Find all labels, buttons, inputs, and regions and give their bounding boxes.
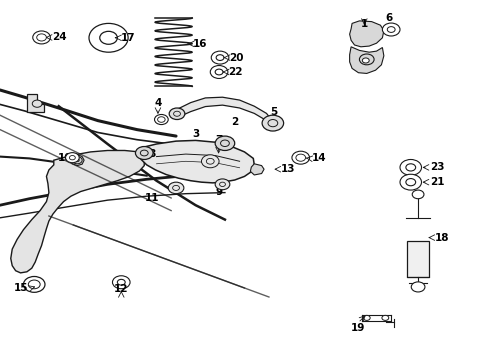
Text: 7: 7 <box>214 135 222 145</box>
FancyBboxPatch shape <box>407 241 428 277</box>
Text: 2: 2 <box>231 117 238 127</box>
Text: 13: 13 <box>281 164 295 174</box>
Text: 10: 10 <box>58 153 73 163</box>
Circle shape <box>89 23 128 52</box>
Circle shape <box>33 31 50 44</box>
Text: 15: 15 <box>14 283 29 293</box>
Text: 18: 18 <box>434 233 448 243</box>
Circle shape <box>23 276 45 292</box>
Text: 5: 5 <box>270 107 277 117</box>
Circle shape <box>291 151 309 164</box>
Circle shape <box>168 182 183 194</box>
Polygon shape <box>27 94 44 112</box>
Polygon shape <box>70 155 84 166</box>
Text: 16: 16 <box>192 39 207 49</box>
Circle shape <box>154 114 168 125</box>
Text: 6: 6 <box>385 13 391 23</box>
Polygon shape <box>349 21 383 47</box>
Circle shape <box>399 159 421 175</box>
Text: 24: 24 <box>52 32 66 42</box>
Text: 19: 19 <box>350 323 365 333</box>
Circle shape <box>410 282 424 292</box>
Text: 4: 4 <box>154 98 162 108</box>
Text: 8: 8 <box>148 149 155 159</box>
Circle shape <box>72 157 82 164</box>
Circle shape <box>215 179 229 190</box>
Circle shape <box>382 23 399 36</box>
Polygon shape <box>349 47 383 73</box>
Circle shape <box>201 155 219 168</box>
Circle shape <box>411 190 423 199</box>
Text: 22: 22 <box>228 67 243 77</box>
Circle shape <box>363 315 369 320</box>
Text: 23: 23 <box>429 162 444 172</box>
Circle shape <box>65 153 79 163</box>
Text: 9: 9 <box>215 186 222 197</box>
Circle shape <box>362 58 368 63</box>
Circle shape <box>399 174 421 190</box>
Circle shape <box>135 147 153 159</box>
Polygon shape <box>139 140 254 183</box>
Circle shape <box>169 108 184 120</box>
Text: 11: 11 <box>144 193 159 203</box>
Circle shape <box>32 100 42 107</box>
Text: 3: 3 <box>192 129 199 139</box>
Polygon shape <box>11 150 144 273</box>
Text: 21: 21 <box>429 177 444 187</box>
Text: 12: 12 <box>114 284 128 294</box>
Circle shape <box>359 54 373 65</box>
Text: 14: 14 <box>311 153 325 163</box>
Text: 20: 20 <box>229 53 244 63</box>
Circle shape <box>215 136 234 150</box>
Text: 1: 1 <box>360 19 367 30</box>
Circle shape <box>210 66 227 78</box>
Polygon shape <box>250 164 264 175</box>
Circle shape <box>381 315 388 320</box>
Circle shape <box>112 276 130 289</box>
Text: 17: 17 <box>120 33 135 43</box>
Circle shape <box>211 51 228 64</box>
Polygon shape <box>176 97 271 126</box>
Circle shape <box>262 115 283 131</box>
